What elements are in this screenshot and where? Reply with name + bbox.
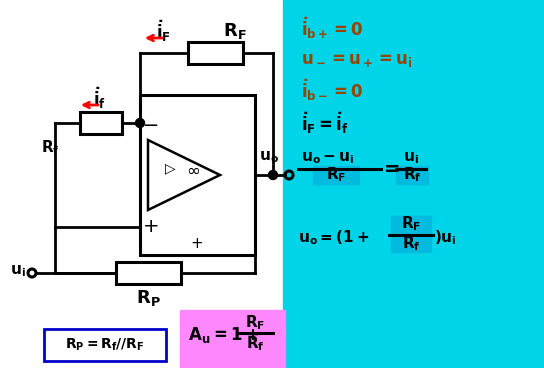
- Text: $\mathbf{u_i}$: $\mathbf{u_i}$: [403, 150, 419, 166]
- Text: $\mathbf{\dot{i}_F=\dot{i}_f}$: $\mathbf{\dot{i}_F=\dot{i}_f}$: [301, 110, 349, 136]
- Text: $\mathbf{u_o=(1+}$: $\mathbf{u_o=(1+}$: [298, 229, 369, 247]
- Text: $\mathbf{\dot{i}_{b+}=0}$: $\mathbf{\dot{i}_{b+}=0}$: [301, 15, 363, 40]
- Text: $+$: $+$: [190, 236, 203, 251]
- Text: $\mathbf{R_f}$: $\mathbf{R_f}$: [41, 139, 59, 158]
- Bar: [80, 112, 122, 134]
- Circle shape: [269, 170, 277, 180]
- Text: $\mathbf{\dot{i}_{b-}=0}$: $\mathbf{\dot{i}_{b-}=0}$: [301, 77, 363, 103]
- Text: $\triangleright$: $\triangleright$: [164, 163, 176, 177]
- Text: $\mathbf{R_f}$: $\mathbf{R_f}$: [403, 166, 422, 184]
- Bar: [313, 166, 359, 184]
- Bar: [283, 0, 544, 368]
- Text: $\mathbf{R_F}$: $\mathbf{R_F}$: [401, 215, 421, 233]
- Text: $\mathbf{R_P}$: $\mathbf{R_P}$: [135, 288, 160, 308]
- Text: $\mathbf{R_F}$: $\mathbf{R_F}$: [326, 166, 346, 184]
- Text: $\infty$: $\infty$: [186, 161, 200, 179]
- Bar: [188, 42, 243, 64]
- Text: $\mathbf{R_F}$: $\mathbf{R_F}$: [245, 314, 265, 332]
- Text: $\mathbf{\dot{i}_F}$: $\mathbf{\dot{i}_F}$: [156, 18, 170, 44]
- Bar: [396, 166, 428, 184]
- Bar: [140, 95, 255, 255]
- Text: $\mathbf{u_o}$: $\mathbf{u_o}$: [259, 149, 279, 165]
- Text: $\mathbf{u_o-u_i}$: $\mathbf{u_o-u_i}$: [301, 150, 354, 166]
- Bar: [180, 310, 285, 368]
- Text: $\mathbf{=}$: $\mathbf{=}$: [380, 159, 400, 177]
- Text: $-$: $-$: [142, 113, 158, 132]
- Text: $\mathbf{\dot{i}_f}$: $\mathbf{\dot{i}_f}$: [94, 85, 107, 111]
- Bar: [0, 0, 283, 368]
- Text: $\mathbf{u_i}$: $\mathbf{u_i}$: [10, 263, 26, 279]
- Bar: [116, 262, 181, 284]
- Text: $\mathbf{)u_i}$: $\mathbf{)u_i}$: [434, 229, 457, 247]
- Circle shape: [135, 118, 145, 127]
- Text: $\mathbf{u_-=u_+=u_i}$: $\mathbf{u_-=u_+=u_i}$: [301, 51, 412, 69]
- Bar: [391, 235, 431, 252]
- Text: $\mathbf{R_P=R_f//R_F}$: $\mathbf{R_P=R_f//R_F}$: [65, 337, 145, 353]
- Text: $\mathbf{R_f}$: $\mathbf{R_f}$: [246, 335, 264, 353]
- FancyBboxPatch shape: [44, 329, 166, 361]
- Bar: [391, 216, 431, 233]
- Text: $+$: $+$: [142, 217, 158, 237]
- Text: $\mathbf{R_f}$: $\mathbf{R_f}$: [401, 235, 421, 253]
- Text: $\mathbf{A_u=1+}$: $\mathbf{A_u=1+}$: [188, 325, 259, 345]
- Text: $\mathbf{R_F}$: $\mathbf{R_F}$: [223, 21, 247, 41]
